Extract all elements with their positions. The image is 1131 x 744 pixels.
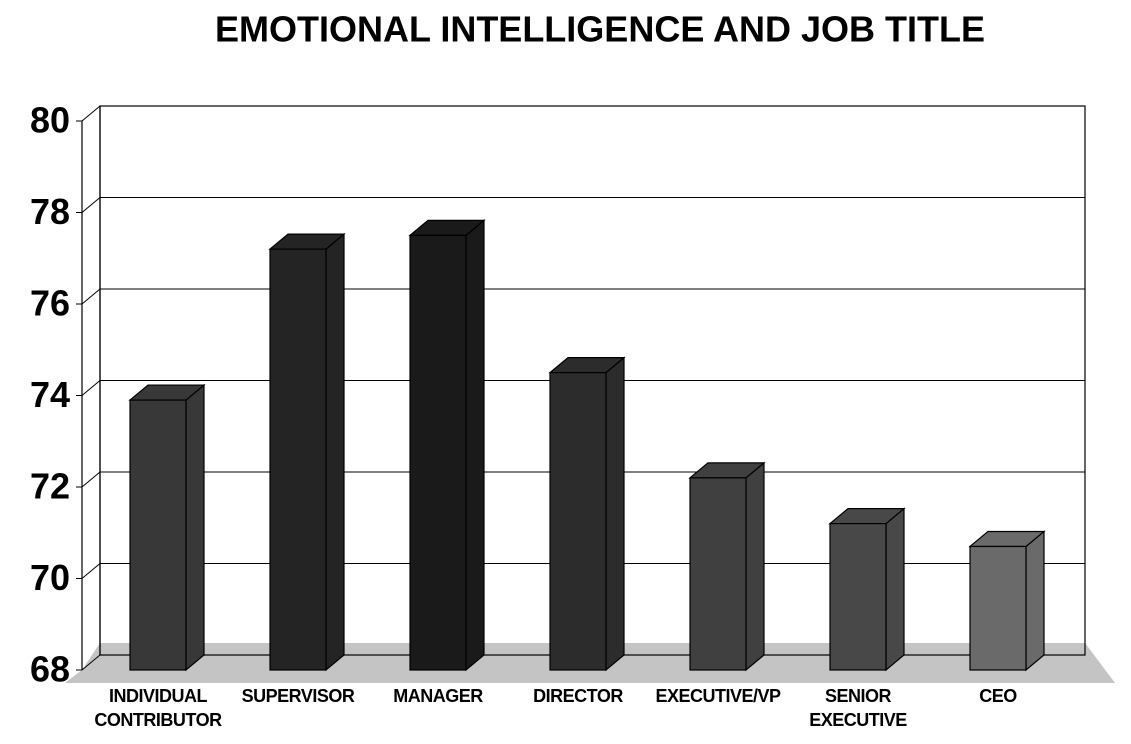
y-tick-label: 76 bbox=[30, 283, 70, 324]
y-tick-label: 68 bbox=[30, 649, 70, 690]
bar bbox=[688, 461, 766, 672]
x-tick-label: INDIVIDUAL CONTRIBUTOR bbox=[94, 686, 222, 730]
x-tick-label: CEO bbox=[979, 686, 1017, 706]
y-tick-label: 72 bbox=[30, 466, 70, 507]
tick-depth bbox=[81, 380, 101, 396]
bar-front bbox=[269, 248, 327, 671]
bar-front bbox=[969, 545, 1027, 671]
bar-side bbox=[885, 507, 905, 672]
bar-side bbox=[465, 219, 485, 672]
bar-side bbox=[185, 383, 205, 672]
bar-side bbox=[1025, 530, 1045, 672]
x-tick-label: SUPERVISOR bbox=[241, 686, 355, 706]
tick-depth bbox=[81, 654, 101, 671]
tick-depth bbox=[81, 471, 101, 488]
bar bbox=[548, 356, 626, 672]
bar-front bbox=[409, 234, 467, 671]
tick-depth bbox=[81, 105, 101, 122]
y-tick-label: 78 bbox=[30, 191, 70, 232]
tick-depth bbox=[81, 288, 101, 305]
x-tick-label: DIRECTOR bbox=[533, 686, 623, 706]
x-tick-label: MANAGER bbox=[393, 686, 483, 706]
bar-front bbox=[689, 477, 747, 671]
bar bbox=[268, 232, 346, 672]
bar bbox=[408, 219, 486, 672]
x-tick-label: EXECUTIVE/VP bbox=[655, 686, 781, 706]
tick-depth bbox=[81, 563, 101, 579]
bar-side bbox=[325, 232, 345, 672]
bar-side bbox=[745, 461, 765, 672]
bar-side bbox=[605, 356, 625, 672]
bar bbox=[968, 530, 1046, 672]
y-tick-label: 74 bbox=[30, 374, 70, 415]
y-tick-label: 70 bbox=[30, 557, 70, 598]
bar bbox=[128, 383, 206, 672]
tick-depth bbox=[81, 197, 101, 213]
y-tick-label: 80 bbox=[30, 100, 70, 141]
bar bbox=[828, 507, 906, 672]
chart-title: EMOTIONAL INTELLIGENCE AND JOB TITLE bbox=[215, 9, 985, 50]
bar-front bbox=[829, 522, 887, 671]
x-tick-label: SENIOR EXECUTIVE bbox=[809, 686, 907, 730]
bar-front bbox=[129, 399, 187, 671]
bar-front bbox=[549, 372, 607, 671]
